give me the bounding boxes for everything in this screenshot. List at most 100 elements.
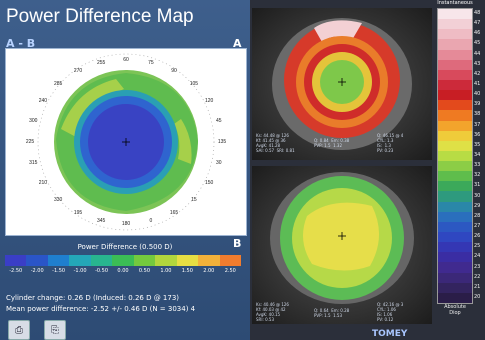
angle-tick-label: 345 xyxy=(96,218,106,225)
angle-tick-label: 120 xyxy=(204,98,214,104)
instantaneous-scale-label: 20 xyxy=(474,293,481,300)
instantaneous-scale-cell xyxy=(438,79,472,91)
instantaneous-scale-label: 37 xyxy=(474,121,481,128)
angle-tick-label: 30 xyxy=(215,160,222,167)
pane-difference-label: A - B xyxy=(6,37,36,50)
print-icon: ⎙ xyxy=(15,324,23,336)
eye-bottom-info-mid: Q: 0.64 Em: 0.28 PVP: 1.5 1.53 xyxy=(314,308,350,318)
instantaneous-scale-cell xyxy=(438,150,472,162)
angle-tick-label: 195 xyxy=(73,210,83,216)
angle-tick-label: 15 xyxy=(191,196,197,203)
instantaneous-scale-label: 34 xyxy=(474,152,481,158)
scale-color-cell xyxy=(47,255,70,266)
scale-color-cell xyxy=(112,255,134,266)
instantaneous-scale-cell xyxy=(438,29,472,40)
instantaneous-scale-label: 33 xyxy=(474,162,481,169)
angle-tick-label: 225 xyxy=(25,139,35,145)
instantaneous-scale-cell xyxy=(438,181,472,192)
instantaneous-scale-cell xyxy=(438,161,472,172)
angle-tick-label: 45 xyxy=(215,117,222,124)
instantaneous-scale-cell xyxy=(438,211,472,222)
scale-color-cell xyxy=(198,255,220,266)
angle-tick-label: 150 xyxy=(204,180,214,186)
instantaneous-scale-label: 39 xyxy=(474,101,481,108)
scale-color-cell xyxy=(5,255,27,266)
instantaneous-scale-label: 31 xyxy=(474,182,481,189)
print-preview-button[interactable]: ⎘ xyxy=(44,320,66,340)
print-button[interactable]: ⎙ xyxy=(8,320,30,340)
instantaneous-scale-cell xyxy=(438,191,472,202)
instantaneous-scale-label: 40 xyxy=(474,91,481,98)
angle-tick-label: 90 xyxy=(171,67,177,74)
scale-color-cell xyxy=(26,255,48,266)
instantaneous-scale-cell xyxy=(438,19,472,30)
instantaneous-scale-cell xyxy=(438,140,472,151)
angle-tick-label: 270 xyxy=(73,67,83,74)
angle-tick-label: 330 xyxy=(53,196,63,203)
angle-tick-label: 285 xyxy=(53,81,63,88)
print-preview-icon: ⎘ xyxy=(51,324,59,336)
instantaneous-scale-label: 27 xyxy=(474,222,481,229)
scale-color-cell xyxy=(176,255,199,266)
instantaneous-scale-cell xyxy=(438,262,472,273)
scale-label: 2.50 xyxy=(224,268,236,274)
instantaneous-scale-label: 43 xyxy=(474,60,481,67)
instantaneous-scale-label: 30 xyxy=(474,192,481,199)
instantaneous-scale-label: 35 xyxy=(474,141,481,148)
mean-power-difference-text: Mean power difference: -2.52 +/- 0.46 D … xyxy=(6,305,196,313)
scale-label: -2.00 xyxy=(30,268,44,274)
scale-color-cell xyxy=(90,255,113,266)
instantaneous-scale-cell xyxy=(438,171,472,182)
instantaneous-scale-cell xyxy=(438,282,472,293)
scale-label: 0.00 xyxy=(117,268,129,274)
instantaneous-scale-cell xyxy=(438,252,472,263)
angle-tick-label: 210 xyxy=(38,180,48,186)
instantaneous-scale-label: 41 xyxy=(474,81,481,88)
instantaneous-scale-cell xyxy=(438,242,472,253)
scale-label: 0.50 xyxy=(138,268,151,274)
legend-title: Power Difference (0.500 D) xyxy=(77,243,173,251)
instantaneous-scale-label: 32 xyxy=(474,172,481,179)
eye-map-top-graphic xyxy=(272,18,412,150)
instantaneous-scale-cell xyxy=(438,221,472,233)
eye-bottom-info-left: Ks: 40.46 @ 126 Kf: 40.03 @ 42 AvgK: 40.… xyxy=(256,302,289,322)
eye-bottom-info-right: Q: 42.16 @ 3 CYL: 1.06 IS: 1.06 PV: 0.12 xyxy=(377,302,404,322)
instantaneous-scale-cell xyxy=(438,130,472,141)
instantaneous-scale-label: 38 xyxy=(474,111,481,118)
angle-tick-label: 315 xyxy=(29,160,38,167)
instantaneous-scale-label: 47 xyxy=(474,20,481,27)
pane-b-label: B xyxy=(233,237,242,250)
instantaneous-scale-cell xyxy=(438,272,472,283)
instantaneous-scale-cell xyxy=(438,120,472,131)
instantaneous-scale-cell xyxy=(438,232,472,243)
difference-color-scale xyxy=(5,255,241,266)
scale-footer-absolute: Absolute xyxy=(444,304,466,310)
instantaneous-scale-cell xyxy=(438,69,472,80)
scale-label: 1.50 xyxy=(181,268,193,274)
instantaneous-scale-label: 26 xyxy=(474,233,481,240)
angle-tick-label: 180 xyxy=(121,221,131,227)
eye-top-info-right: Q: 46.15 @ 4 CYL: 1.3 IS: 1.3 PV: 0.23 xyxy=(377,133,404,153)
instantaneous-scale-label: 44 xyxy=(474,50,481,57)
eye-top-info-mid: Q: 0.84 Em: 0.38 PVP: 1.5 1.32 xyxy=(314,138,350,148)
angle-tick-label: 240 xyxy=(38,98,48,104)
eye-map-bottom[interactable]: Ks: 40.46 @ 126 Kf: 40.03 @ 42 AvgK: 40.… xyxy=(252,166,432,324)
angle-tick-label: 165 xyxy=(169,210,179,216)
eye-top-info-left: Ks: 44.48 @ 126 Kf: 41.45 @ 36 AvgK: 41.… xyxy=(256,133,295,153)
scale-color-cell xyxy=(133,255,156,266)
instantaneous-scale-label: 23 xyxy=(474,263,481,270)
instantaneous-scale-cell xyxy=(438,59,472,70)
instantaneous-scale-cell xyxy=(438,90,472,101)
angle-tick-label: 300 xyxy=(29,117,38,124)
instantaneous-color-scale xyxy=(437,8,473,304)
eye-map-bottom-graphic xyxy=(270,172,414,304)
instantaneous-scale-cell xyxy=(438,292,472,303)
pane-a-label: A xyxy=(233,37,242,50)
difference-scale-labels: -2.50 -2.00 -1.50 -1.00 -0.50 0.00 0.50 1.00 1.5… xyxy=(5,268,241,274)
scale-label: -0.50 xyxy=(95,268,108,274)
instantaneous-scale-cell xyxy=(438,39,472,50)
difference-map[interactable]: 60 75 90 105 120 45 135 30 150 15 165 0 180 345 195 330… xyxy=(5,48,247,236)
scale-color-cell xyxy=(219,255,241,266)
eye-map-top[interactable]: Ks: 44.48 @ 126 Kf: 41.45 @ 36 AvgK: 41.… xyxy=(252,8,432,160)
instantaneous-scale-cell xyxy=(438,9,472,20)
